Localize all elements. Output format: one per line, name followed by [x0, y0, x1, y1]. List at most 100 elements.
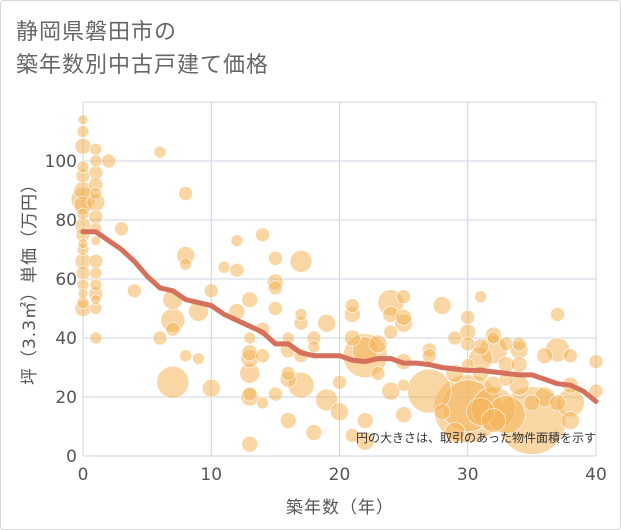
data-point — [76, 207, 90, 221]
data-point — [77, 288, 89, 300]
data-point — [523, 394, 541, 412]
trend-line — [80, 229, 599, 404]
data-point — [345, 298, 360, 313]
data-point — [481, 408, 506, 433]
data-point — [474, 290, 487, 304]
data-point — [90, 235, 102, 246]
data-point — [472, 338, 489, 356]
chart-title: 静岡県磐田市の 築年数別中古戸建て価格 — [16, 16, 269, 82]
data-point — [192, 352, 205, 365]
data-point — [241, 435, 259, 453]
data-point — [444, 422, 466, 443]
data-point — [344, 329, 361, 347]
data-point — [241, 291, 259, 308]
y-tick-label: 0 — [66, 447, 77, 467]
data-point — [447, 330, 463, 346]
y-tick-label: 80 — [55, 211, 77, 231]
data-point — [294, 308, 308, 321]
data-point — [368, 334, 388, 354]
data-point — [549, 394, 566, 412]
data-point — [511, 336, 527, 352]
data-point — [332, 374, 347, 390]
data-point — [498, 336, 514, 352]
data-point — [268, 301, 283, 316]
data-point — [89, 142, 103, 156]
data-point — [280, 366, 296, 381]
data-point — [563, 348, 578, 364]
data-point — [241, 344, 259, 362]
y-tick-label: 100 — [45, 152, 77, 172]
data-point — [178, 186, 193, 201]
data-point — [242, 386, 258, 402]
data-point — [88, 209, 104, 225]
data-point — [510, 356, 528, 373]
data-point — [75, 265, 91, 281]
data-point — [156, 365, 190, 399]
data-point — [588, 383, 604, 399]
data-point — [460, 310, 476, 325]
data-point — [89, 331, 103, 345]
trend-layer — [80, 229, 599, 404]
data-point — [487, 331, 500, 345]
data-point — [201, 378, 221, 398]
data-point — [356, 412, 374, 429]
data-point — [89, 266, 103, 280]
data-point — [77, 238, 89, 249]
data-point — [88, 253, 104, 269]
data-point — [536, 347, 554, 365]
data-point — [77, 114, 89, 125]
data-point — [74, 137, 92, 155]
data-point — [561, 411, 580, 430]
data-point — [268, 386, 283, 402]
data-point — [268, 280, 283, 296]
y-axis-label: 坪（3.3㎡）単価（万円） — [20, 175, 40, 385]
data-point — [179, 349, 192, 363]
data-point — [217, 260, 231, 274]
data-point — [397, 378, 410, 392]
y-tick-label: 40 — [55, 329, 77, 349]
data-point — [381, 381, 401, 401]
data-point — [317, 313, 336, 333]
data-point — [315, 388, 338, 412]
data-point — [432, 296, 452, 315]
data-point — [230, 234, 244, 247]
data-point — [229, 262, 245, 278]
data-point — [307, 340, 321, 354]
x-tick-label: 10 — [200, 465, 222, 485]
data-point — [76, 160, 90, 174]
data-point — [279, 412, 297, 429]
data-point — [396, 289, 411, 305]
data-point — [152, 330, 168, 346]
data-point — [345, 428, 360, 443]
data-point — [588, 354, 604, 369]
x-tick-label: 30 — [457, 465, 479, 485]
data-point — [268, 251, 283, 266]
title-line-2: 築年数別中古戸建て価格 — [16, 53, 270, 78]
data-point — [243, 331, 257, 345]
data-point — [256, 396, 269, 410]
data-point — [89, 278, 103, 292]
x-tick-label: 40 — [585, 465, 607, 485]
y-tick-label: 60 — [55, 270, 77, 290]
data-point — [127, 283, 142, 299]
data-point — [305, 424, 323, 441]
x-axis-label: 築年数（年） — [286, 498, 394, 518]
data-point — [395, 309, 412, 326]
data-point — [76, 125, 90, 138]
size-note: 円の大きさは、取引のあった物件面積を示す — [356, 430, 596, 445]
data-point — [203, 283, 219, 299]
data-point — [289, 249, 313, 273]
data-point — [395, 406, 412, 424]
data-point — [383, 324, 399, 340]
bubble-layer — [70, 114, 604, 455]
data-point — [165, 321, 181, 337]
axis-ticks: 0 10 20 30 40 0 20 40 60 80 100 — [45, 152, 607, 485]
data-point — [460, 336, 476, 352]
data-point — [114, 221, 129, 237]
data-point — [433, 403, 451, 421]
data-point — [89, 187, 103, 200]
data-point — [90, 294, 102, 305]
x-tick-label: 0 — [78, 465, 89, 485]
title-line-1: 静岡県磐田市の — [16, 20, 178, 45]
